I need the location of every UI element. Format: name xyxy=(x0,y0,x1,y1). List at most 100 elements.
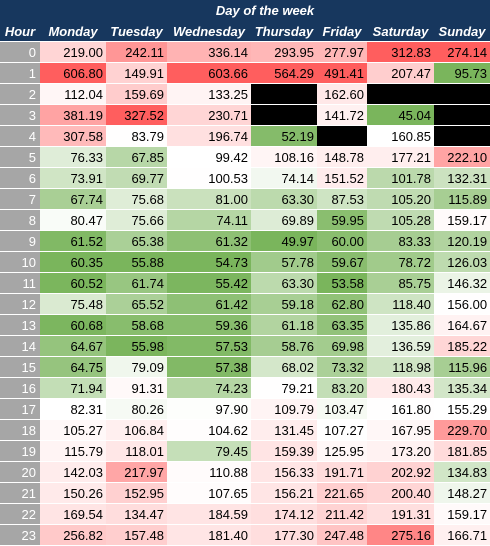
hour-label: 15 xyxy=(0,356,40,378)
hour-label: 19 xyxy=(0,440,40,462)
value-cell-sunday: 126.03 xyxy=(434,251,490,273)
value-cell-saturday: 191.31 xyxy=(367,503,434,525)
value-cell-thursday: 108.16 xyxy=(251,146,317,168)
table-row: 4 307.58 83.79 196.74 52.19 160.85 xyxy=(0,125,490,147)
value-cell-sunday: 229.70 xyxy=(434,419,490,441)
value-cell-wednesday: 133.25 xyxy=(167,83,251,105)
value-cell-sunday: 274.14 xyxy=(434,41,490,63)
hour-label: 10 xyxy=(0,251,40,273)
value-cell-tuesday: 67.85 xyxy=(106,146,167,168)
value-cell-monday: 76.33 xyxy=(40,146,106,168)
value-cell-wednesday: 74.11 xyxy=(167,209,251,231)
value-cell-wednesday: 61.42 xyxy=(167,293,251,315)
value-cell-saturday: 135.86 xyxy=(367,314,434,336)
hour-column-header: Hour xyxy=(0,21,40,42)
value-cell-saturday: 78.72 xyxy=(367,251,434,273)
value-cell-saturday: 177.21 xyxy=(367,146,434,168)
value-cell-saturday: 180.43 xyxy=(367,377,434,399)
value-cell-thursday xyxy=(251,104,317,126)
value-cell-wednesday: 61.32 xyxy=(167,230,251,252)
value-cell-tuesday: 106.84 xyxy=(106,419,167,441)
value-cell-thursday: 61.18 xyxy=(251,314,317,336)
table-row: 18 105.27 106.84 104.62 131.45 107.27 167.95 22… xyxy=(0,419,490,441)
value-cell-tuesday: 152.95 xyxy=(106,482,167,504)
value-cell-thursday: 174.12 xyxy=(251,503,317,525)
value-cell-monday: 115.79 xyxy=(40,440,106,462)
table-row: 14 64.67 55.98 57.53 58.76 69.98 136.59 185.22 xyxy=(0,335,490,357)
value-cell-saturday: 160.85 xyxy=(367,125,434,147)
value-cell-wednesday: 104.62 xyxy=(167,419,251,441)
table-row: 8 80.47 75.66 74.11 69.89 59.95 105.28 159.17 xyxy=(0,209,490,231)
value-cell-friday: 107.27 xyxy=(317,419,367,441)
value-cell-monday: 80.47 xyxy=(40,209,106,231)
hour-label: 8 xyxy=(0,209,40,231)
hour-label: 4 xyxy=(0,125,40,147)
hour-label: 21 xyxy=(0,482,40,504)
value-cell-monday: 73.91 xyxy=(40,167,106,189)
table-row: 21 150.26 152.95 107.65 156.21 221.65 200.40 14… xyxy=(0,482,490,504)
value-cell-tuesday: 58.68 xyxy=(106,314,167,336)
hour-label: 13 xyxy=(0,314,40,336)
value-cell-tuesday: 65.38 xyxy=(106,230,167,252)
value-cell-monday: 75.48 xyxy=(40,293,106,315)
table-row: 7 67.74 75.68 81.00 63.30 87.53 105.20 115.89 xyxy=(0,188,490,210)
value-cell-saturday: 85.75 xyxy=(367,272,434,294)
value-cell-monday: 67.74 xyxy=(40,188,106,210)
value-cell-saturday xyxy=(367,83,434,105)
value-cell-thursday: 177.30 xyxy=(251,524,317,546)
day-header-friday: Friday xyxy=(317,21,367,42)
value-cell-tuesday: 69.77 xyxy=(106,167,167,189)
value-cell-wednesday: 99.42 xyxy=(167,146,251,168)
table-row: 12 75.48 65.52 61.42 59.18 62.80 118.40 156.00 xyxy=(0,293,490,315)
value-cell-saturday: 200.40 xyxy=(367,482,434,504)
hour-label: 6 xyxy=(0,167,40,189)
value-cell-monday: 71.94 xyxy=(40,377,106,399)
table-body: 0 219.00 242.11 336.14 293.95 277.97 312.83 274… xyxy=(0,41,490,546)
value-cell-thursday: 109.79 xyxy=(251,398,317,420)
table-row: 5 76.33 67.85 99.42 108.16 148.78 177.21 222.10 xyxy=(0,146,490,168)
value-cell-sunday: 146.32 xyxy=(434,272,490,294)
value-cell-monday: 60.68 xyxy=(40,314,106,336)
value-cell-saturday: 105.28 xyxy=(367,209,434,231)
value-cell-friday: 59.95 xyxy=(317,209,367,231)
value-cell-friday: 83.20 xyxy=(317,377,367,399)
value-cell-tuesday: 217.97 xyxy=(106,461,167,483)
value-cell-friday: 125.95 xyxy=(317,440,367,462)
value-cell-wednesday: 54.73 xyxy=(167,251,251,273)
title-corner xyxy=(0,0,40,21)
value-cell-sunday: 185.22 xyxy=(434,335,490,357)
value-cell-wednesday: 336.14 xyxy=(167,41,251,63)
hour-label: 17 xyxy=(0,398,40,420)
value-cell-wednesday: 196.74 xyxy=(167,125,251,147)
value-cell-saturday: 275.16 xyxy=(367,524,434,546)
value-cell-friday: 59.67 xyxy=(317,251,367,273)
value-cell-tuesday: 118.01 xyxy=(106,440,167,462)
value-cell-sunday: 134.83 xyxy=(434,461,490,483)
value-cell-monday: 82.31 xyxy=(40,398,106,420)
value-cell-friday: 63.35 xyxy=(317,314,367,336)
table-row: 19 115.79 118.01 79.45 159.39 125.95 173.20 181… xyxy=(0,440,490,462)
value-cell-wednesday: 79.45 xyxy=(167,440,251,462)
value-cell-thursday: 63.30 xyxy=(251,188,317,210)
value-cell-sunday: 132.31 xyxy=(434,167,490,189)
value-cell-saturday: 161.80 xyxy=(367,398,434,420)
title-row: Day of the week xyxy=(0,0,490,21)
value-cell-monday: 142.03 xyxy=(40,461,106,483)
value-cell-monday: 606.80 xyxy=(40,62,106,84)
value-cell-tuesday: 327.52 xyxy=(106,104,167,126)
hour-label: 16 xyxy=(0,377,40,399)
value-cell-saturday: 312.83 xyxy=(367,41,434,63)
value-cell-sunday: 115.96 xyxy=(434,356,490,378)
value-cell-sunday xyxy=(434,125,490,147)
value-cell-monday: 256.82 xyxy=(40,524,106,546)
table-row: 13 60.68 58.68 59.36 61.18 63.35 135.86 164.67 xyxy=(0,314,490,336)
value-cell-monday: 169.54 xyxy=(40,503,106,525)
value-cell-monday: 60.52 xyxy=(40,272,106,294)
value-cell-wednesday: 230.71 xyxy=(167,104,251,126)
value-cell-tuesday: 149.91 xyxy=(106,62,167,84)
value-cell-friday: 60.00 xyxy=(317,230,367,252)
value-cell-thursday: 564.29 xyxy=(251,62,317,84)
value-cell-thursday: 79.21 xyxy=(251,377,317,399)
value-cell-tuesday: 242.11 xyxy=(106,41,167,63)
value-cell-wednesday: 74.23 xyxy=(167,377,251,399)
